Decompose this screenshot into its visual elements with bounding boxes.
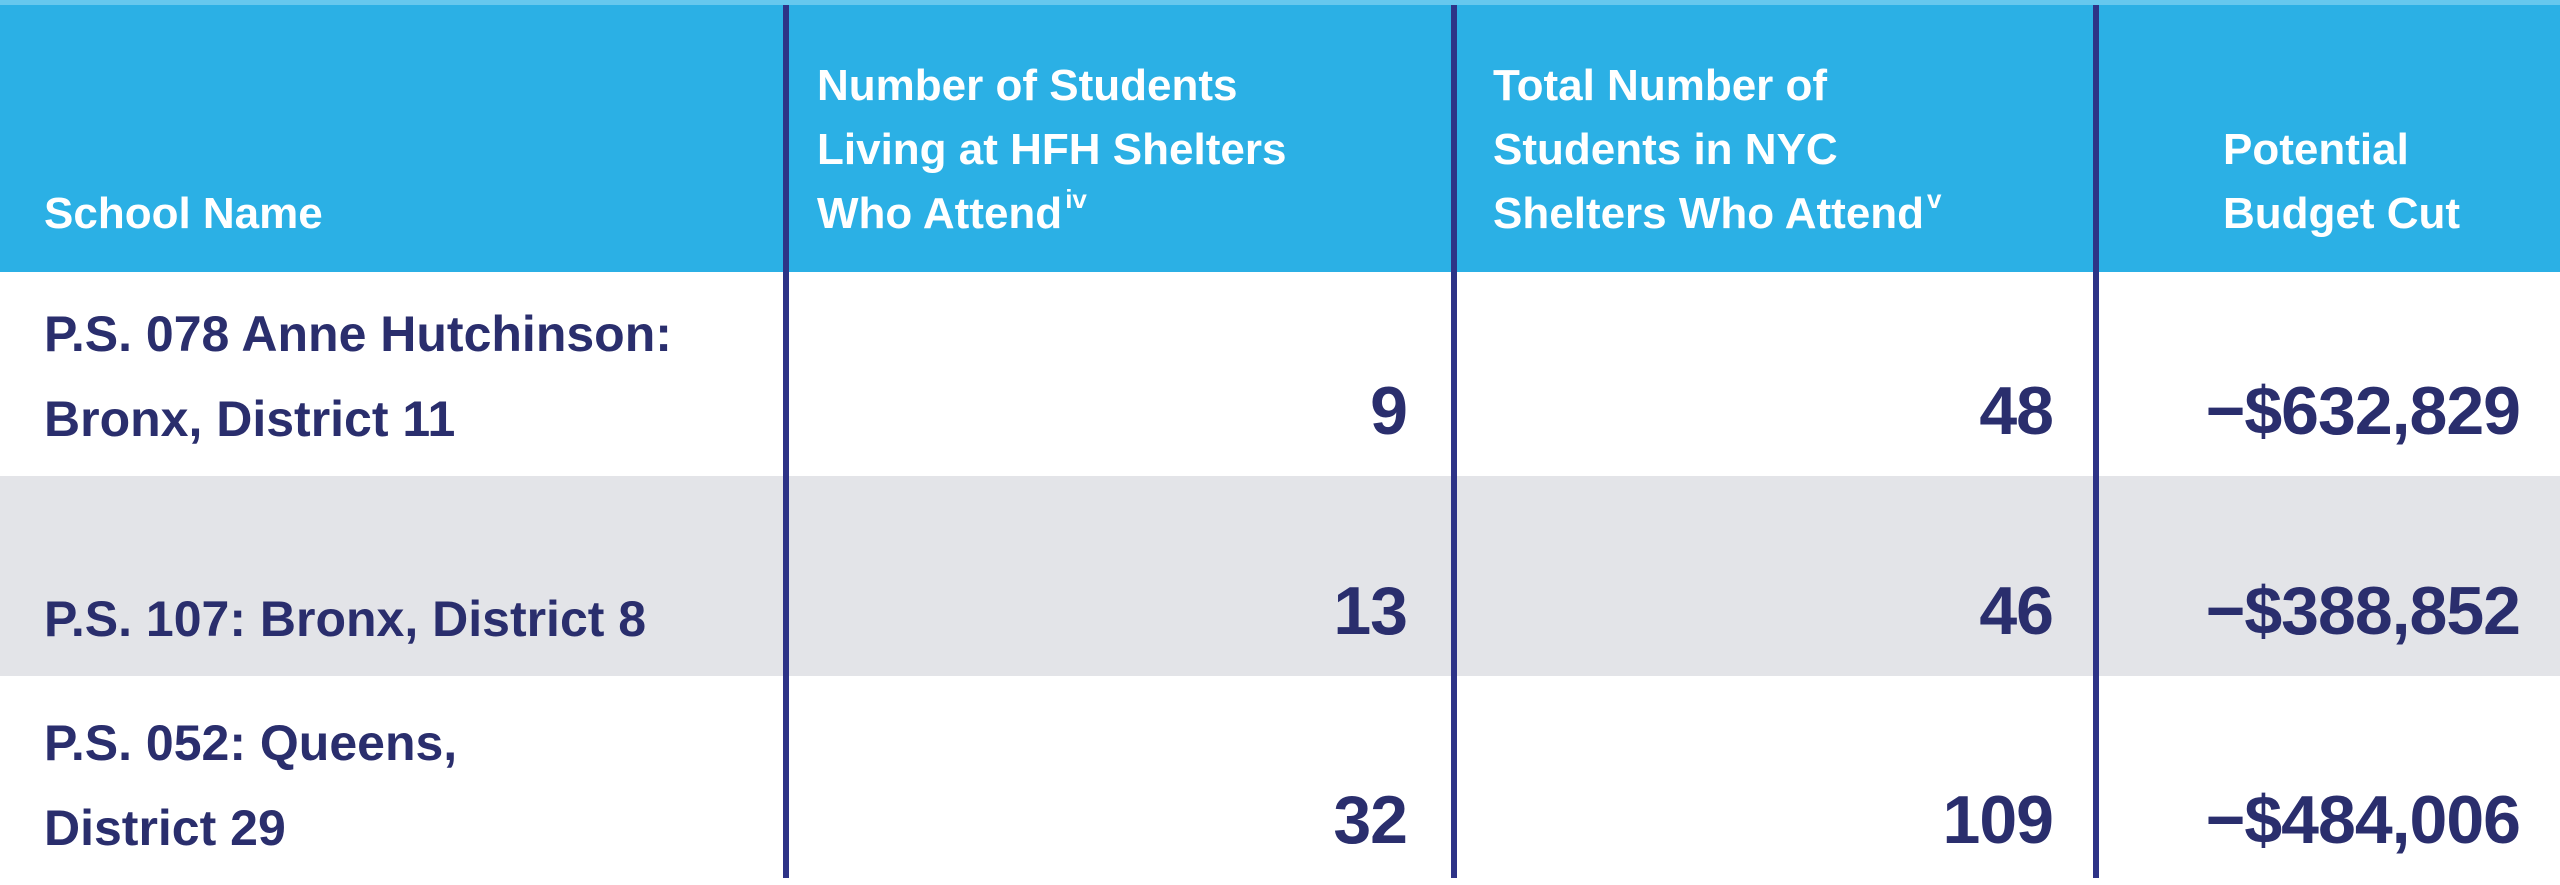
- header-cell-budget-cut: Potential Budget Cut: [2095, 118, 2560, 272]
- budget-cut-cell: −$388,852: [2205, 573, 2521, 649]
- footnote-marker-iv: iv: [1065, 184, 1087, 214]
- budget-cut-cell: −$632,829: [2205, 373, 2521, 449]
- header-label-line: Shelters Who Attend v: [1493, 182, 2095, 246]
- header-cell-school-name: School Name: [0, 182, 785, 272]
- budget-cut-cell: −$484,006: [2205, 782, 2521, 858]
- table-row-ps-078: P.S. 078 Anne Hutchinson: Bronx, Distric…: [0, 272, 2560, 476]
- header-label-line-text: Shelters Who Attend: [1493, 189, 1925, 238]
- school-name-line: Bronx, District 11: [44, 391, 456, 447]
- school-name-line: P.S. 052: Queens,: [44, 715, 458, 771]
- school-name-cell: P.S. 078 Anne Hutchinson: Bronx, Distric…: [0, 292, 785, 476]
- school-name-cell: P.S. 107: Bronx, District 8: [0, 577, 785, 676]
- header-top-edge: [0, 0, 2560, 5]
- header-label: School Name: [44, 189, 323, 238]
- column-divider-1: [783, 0, 789, 878]
- header-cell-nyc-students: Total Number of Students in NYC Shelters…: [1453, 54, 2095, 272]
- header-label-line: Number of Students: [817, 61, 1238, 110]
- school-name-line: P.S. 078 Anne Hutchinson:: [44, 306, 672, 362]
- header-label-line-text: Who Attend: [817, 189, 1063, 238]
- hfh-count-cell: 13: [1333, 573, 1408, 649]
- hfh-count-cell: 32: [1333, 782, 1408, 858]
- school-name-line: District 29: [44, 800, 286, 856]
- school-name-line: P.S. 107: Bronx, District 8: [44, 591, 647, 647]
- header-label-line: Total Number of: [1493, 61, 1828, 110]
- header-label-line: Students in NYC: [1493, 125, 1838, 174]
- hfh-count-cell: 9: [1370, 373, 1408, 449]
- header-label-line: Budget Cut: [2223, 189, 2461, 238]
- nyc-count-cell: 48: [1979, 373, 2054, 449]
- footnote-marker-v: v: [1927, 184, 1942, 214]
- nyc-count-cell: 109: [1942, 782, 2054, 858]
- table-header-row: School Name Number of Students Living at…: [0, 0, 2560, 272]
- header-cell-hfh-students: Number of Students Living at HFH Shelter…: [785, 54, 1453, 272]
- header-label-line: Potential: [2223, 125, 2409, 174]
- nyc-count-cell: 46: [1979, 573, 2054, 649]
- table-row-ps-052: P.S. 052: Queens, District 29 32 109 −$4…: [0, 676, 2560, 885]
- school-name-cell: P.S. 052: Queens, District 29: [0, 701, 785, 885]
- table-row-ps-107: P.S. 107: Bronx, District 8 13 46 −$388,…: [0, 476, 2560, 676]
- header-label-line: Who Attend iv: [817, 182, 1453, 246]
- header-label-line: Living at HFH Shelters: [817, 125, 1287, 174]
- column-divider-2: [1451, 0, 1457, 878]
- column-divider-3: [2093, 0, 2099, 878]
